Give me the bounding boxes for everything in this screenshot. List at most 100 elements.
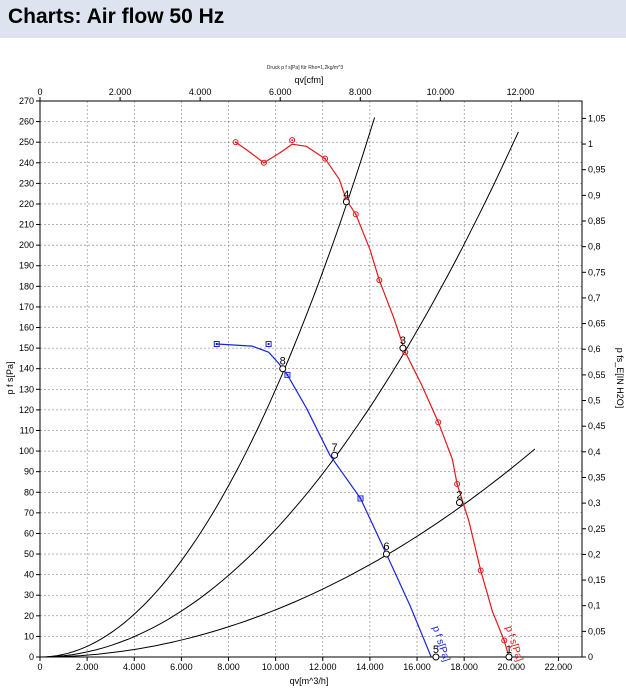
- operating-point-label: 1: [506, 644, 512, 656]
- y-left-tick-label: 80: [24, 487, 34, 497]
- red-data-marker: [454, 481, 461, 488]
- operating-point-marker: [455, 499, 463, 507]
- y-right-tick-label: 0,65: [588, 319, 606, 329]
- operating-point-marker: [331, 451, 339, 459]
- x-bottom-tick-label: 2.000: [76, 662, 99, 672]
- y-right-tick-label: 0,95: [588, 165, 606, 175]
- x-bottom-tick-label: 10.000: [262, 662, 290, 672]
- x-bottom-tick-label: 14.000: [356, 662, 384, 672]
- red-data-marker-dot: [262, 161, 265, 164]
- red-data-marker-dot: [456, 483, 459, 485]
- y-left-tick-label: 30: [24, 590, 34, 600]
- red-data-marker-dot: [503, 639, 506, 642]
- y-left-tick-label: 210: [19, 220, 34, 230]
- y-right-tick-label: 1: [588, 139, 593, 149]
- red-data-marker-dot: [437, 421, 440, 424]
- x-bottom-tick-label: 6.000: [170, 662, 193, 672]
- y-left-tick-label: 180: [19, 281, 34, 291]
- red-data-marker-dot: [234, 141, 237, 144]
- y-left-tick-label: 70: [24, 508, 34, 518]
- y-left-tick-label: 50: [24, 549, 34, 559]
- y-left-tick-label: 10: [24, 631, 34, 641]
- plot-frame: [39, 100, 583, 658]
- red-data-marker: [260, 159, 267, 166]
- y-left-tick-label: 220: [19, 199, 34, 209]
- y-left-axis-label: p f s[Pa]: [5, 361, 15, 394]
- x-top-tick-label: 2.000: [109, 87, 132, 97]
- red-data-marker-dot: [378, 279, 381, 282]
- y-left-tick-label: 200: [19, 240, 34, 250]
- system-resistance-curve: [39, 131, 519, 658]
- red-data-marker-dot: [291, 139, 294, 142]
- y-left-tick-label: 230: [19, 178, 34, 188]
- operating-point-label: 8: [280, 356, 286, 368]
- y-left-tick-label: 0: [29, 652, 34, 662]
- system-resistance-curve: [39, 448, 536, 658]
- y-right-tick-label: 0: [588, 652, 593, 662]
- operating-point-marker: [279, 365, 287, 373]
- system-resistance-curve: [39, 117, 376, 658]
- y-left-tick-label: 120: [19, 405, 34, 415]
- red-data-marker: [322, 155, 329, 162]
- x-top-tick-label: 0: [37, 87, 42, 97]
- y-right-tick-label: 0,7: [588, 293, 601, 303]
- y-left-tick-label: 190: [19, 261, 34, 271]
- y-left-tick-label: 240: [19, 158, 34, 168]
- x-top-tick-label: 12.000: [507, 87, 535, 97]
- x-bottom-tick-label: 4.000: [123, 662, 146, 672]
- y-right-tick-label: 0,15: [588, 575, 606, 585]
- x-bottom-tick-label: 20.000: [498, 662, 526, 672]
- y-right-tick-label: 0,85: [588, 216, 606, 226]
- x-bottom-axis-label: qv[m^3/h]: [290, 676, 329, 686]
- y-right-tick-label: 0,3: [588, 498, 601, 508]
- x-bottom-tick-label: 18.000: [450, 662, 478, 672]
- x-bottom-tick-label: 8.000: [217, 662, 240, 672]
- red-data-marker-dot: [354, 213, 357, 216]
- x-top-tick-label: 6.000: [269, 87, 292, 97]
- operating-point-label: 6: [383, 541, 389, 553]
- blue-fan-curve: [216, 343, 432, 658]
- blue-data-marker: [284, 371, 291, 378]
- y-right-tick-label: 0,05: [588, 626, 606, 636]
- operating-point-label: 5: [433, 644, 439, 656]
- blue-data-marker: [357, 495, 364, 502]
- x-bottom-tick-label: 22.000: [545, 662, 573, 672]
- red-data-marker: [232, 139, 239, 146]
- y-right-tick-label: 0,1: [588, 601, 601, 611]
- y-left-tick-label: 110: [20, 425, 34, 435]
- x-top-tick-label: 4.000: [189, 87, 212, 97]
- x-top-tick-label: 8.000: [349, 87, 372, 97]
- y-right-tick-label: 0,6: [588, 344, 601, 354]
- operating-point-label: 2: [456, 490, 462, 502]
- red-data-marker-dot: [479, 569, 482, 572]
- y-right-tick-label: 0,25: [588, 524, 606, 534]
- chart-subtitle: Druck p f s[Pa] für Rho=1,2kg/m^3: [267, 65, 344, 71]
- y-right-tick-label: 0,75: [588, 267, 606, 277]
- y-left-tick-label: 250: [19, 137, 34, 147]
- red-data-marker: [501, 637, 508, 644]
- y-left-tick-label: 150: [19, 343, 34, 353]
- operating-point-label: 4: [343, 189, 349, 201]
- y-left-tick-label: 60: [24, 528, 34, 538]
- red-fan-curve: [235, 141, 510, 658]
- y-right-tick-label: 0,35: [588, 472, 606, 482]
- page-title: Charts: Air flow 50 Hz: [8, 5, 225, 28]
- y-right-tick-label: 0,5: [588, 396, 601, 406]
- y-left-tick-label: 270: [19, 96, 34, 106]
- x-bottom-tick-label: 12.000: [309, 662, 337, 672]
- x-top-tick-label: 10.000: [427, 87, 455, 97]
- red-data-marker: [352, 211, 359, 218]
- y-left-tick-label: 90: [24, 467, 34, 477]
- red-data-marker: [477, 567, 484, 574]
- y-left-tick-label: 130: [19, 384, 34, 394]
- y-left-tick-label: 160: [19, 323, 34, 333]
- x-bottom-tick-label: 16.000: [403, 662, 431, 672]
- red-data-marker: [435, 419, 442, 426]
- y-right-tick-label: 0,8: [588, 242, 601, 252]
- y-right-tick-label: 0,4: [588, 447, 601, 457]
- blue-data-marker-dot: [286, 373, 289, 376]
- blue-data-marker: [265, 340, 272, 347]
- x-top-axis-label: qv[cfm]: [294, 75, 323, 85]
- y-right-tick-label: 0,45: [588, 421, 606, 431]
